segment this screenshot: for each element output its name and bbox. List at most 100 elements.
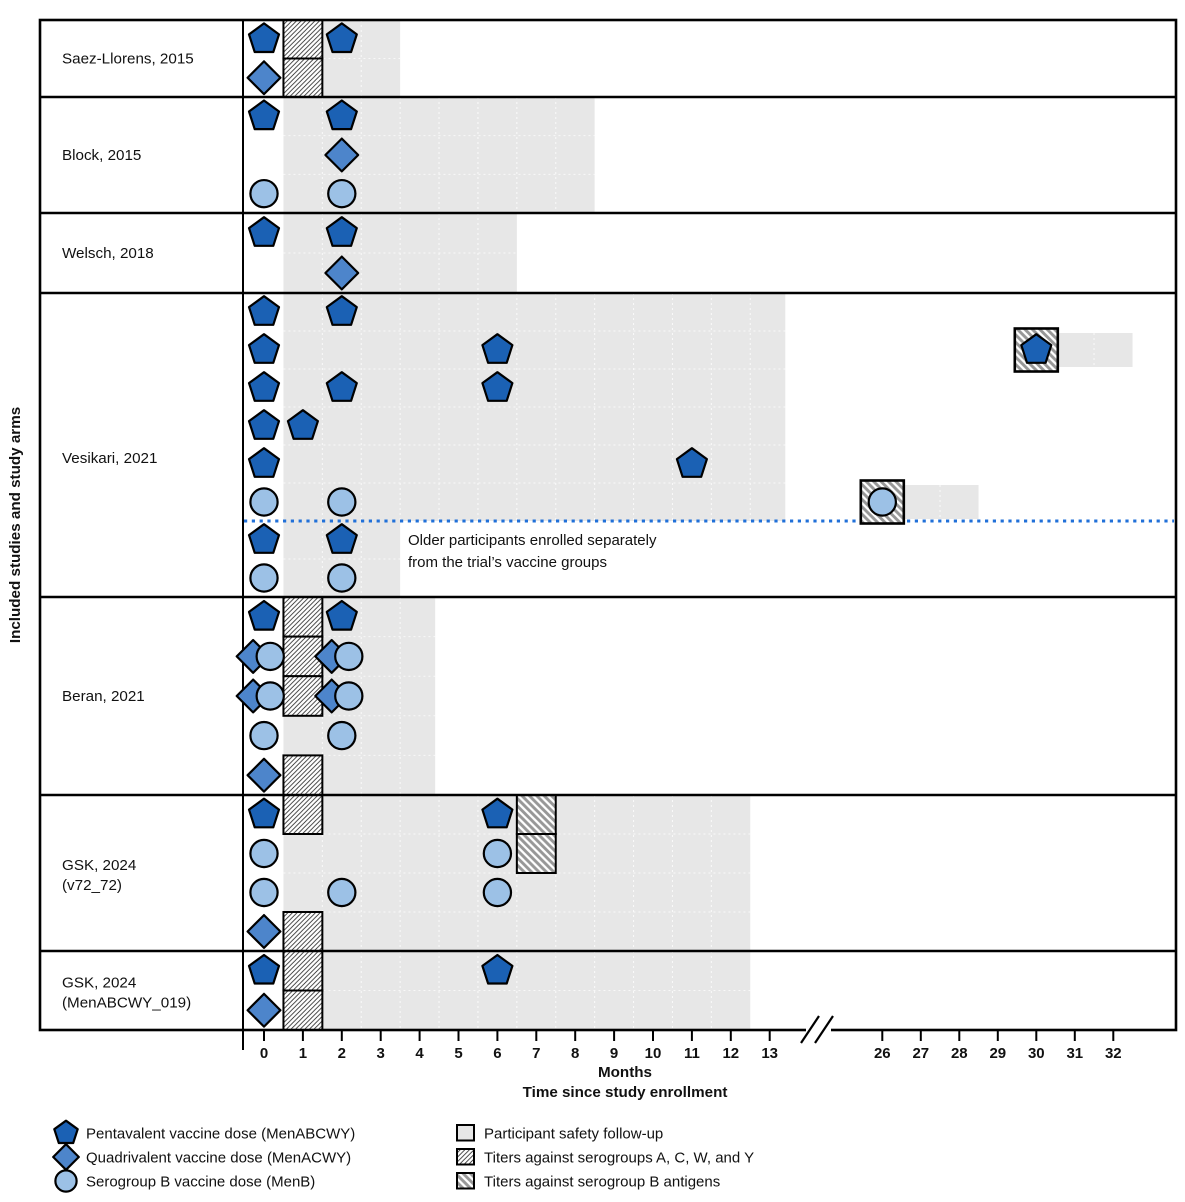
marker-diamond — [324, 255, 360, 291]
marker-circle — [255, 641, 285, 672]
marker-circle — [249, 720, 279, 751]
legend-label-diamond: Quadrivalent vaccine dose (MenACWY) — [86, 1150, 351, 1167]
marker-pentagon — [247, 599, 281, 631]
axis-tick-label: 1 — [299, 1045, 307, 1062]
marker-circle — [54, 1169, 78, 1193]
marker-circle — [249, 877, 279, 908]
titer-acwy-box — [282, 754, 324, 797]
marker-circle — [334, 641, 364, 672]
axis-title-months: Months — [598, 1064, 652, 1081]
marker-pentagon — [325, 22, 358, 54]
axis-tick-label: 28 — [951, 1045, 968, 1062]
marker-pentagon — [247, 523, 281, 554]
titer-acwy-box — [282, 596, 324, 638]
marker-pentagon — [325, 599, 358, 631]
axis-tick-label: 12 — [722, 1045, 739, 1062]
axis-tick-label: 11 — [684, 1045, 700, 1062]
marker-pentagon — [481, 953, 514, 985]
marker-diamond — [246, 60, 282, 96]
legend-label-safety: Participant safety follow-up — [484, 1126, 663, 1143]
marker-circle — [249, 563, 279, 593]
marker-pentagon — [481, 333, 514, 364]
marker-pentagon — [247, 953, 281, 985]
legend-swatch-hatch — [457, 1149, 474, 1165]
titer-acwy-box — [282, 950, 324, 992]
marker-diamond — [324, 137, 360, 173]
axis-tick-label: 5 — [454, 1045, 462, 1062]
panel-label: Saez-Llorens, 2015 — [62, 51, 194, 68]
titer-b-box — [515, 833, 557, 874]
panel-label: GSK, 2024 — [62, 857, 136, 874]
axis-tick-label: 13 — [761, 1045, 778, 1062]
marker-pentagon — [53, 1119, 79, 1145]
marker-pentagon — [325, 216, 358, 247]
panel-label-line2: (v72_72) — [62, 877, 122, 894]
legend-label-circle: Serogroup B vaccine dose (MenB) — [86, 1174, 315, 1191]
marker-pentagon — [675, 447, 709, 478]
marker-circle — [249, 178, 279, 209]
axis-tick-label: 26 — [874, 1045, 891, 1062]
annotation-line-1: Older participants enrolled separately — [408, 532, 657, 549]
legend-label-pentagon: Pentavalent vaccine dose (MenABCWY) — [86, 1126, 355, 1143]
marker-pentagon — [325, 295, 358, 326]
marker-pentagon — [247, 447, 281, 478]
marker-pentagon — [325, 371, 358, 402]
legend-swatch-hatch — [457, 1173, 474, 1189]
titer-b-box — [515, 794, 557, 835]
marker-diamond — [246, 913, 282, 950]
marker-pentagon — [247, 333, 281, 364]
marker-circle — [327, 563, 357, 593]
marker-circle — [327, 178, 357, 209]
marker-pentagon — [1020, 333, 1053, 364]
marker-pentagon — [481, 371, 514, 402]
marker-diamond — [246, 757, 282, 793]
titer-acwy-box — [282, 794, 324, 835]
marker-circle — [482, 877, 513, 908]
marker-circle — [482, 838, 513, 869]
axis-break-icon — [800, 1015, 820, 1044]
titer-acwy-box — [282, 911, 324, 952]
titer-acwy-box — [282, 57, 324, 98]
marker-circle — [327, 720, 357, 751]
axis-tick-label: 8 — [571, 1045, 579, 1062]
axis-subtitle: Time since study enrollment — [523, 1084, 728, 1101]
axis-tick-label: 31 — [1066, 1045, 1083, 1062]
marker-circle — [249, 487, 279, 517]
y-axis-label: Included studies and study arms — [7, 407, 24, 643]
panel-label: GSK, 2024 — [62, 975, 136, 992]
axis-tick-label: 30 — [1028, 1045, 1045, 1062]
titer-acwy-box — [282, 19, 324, 60]
marker-pentagon — [247, 295, 281, 326]
marker-pentagon — [247, 797, 281, 829]
axis-tick-label: 3 — [377, 1045, 385, 1062]
marker-pentagon — [247, 409, 281, 440]
axis-break-icon — [814, 1015, 834, 1044]
panel-label: Beran, 2021 — [62, 688, 145, 705]
axis-tick-label: 7 — [532, 1045, 540, 1062]
legend-swatch-safety — [456, 1124, 475, 1142]
chart-outer-border — [38, 18, 1178, 1032]
marker-pentagon — [247, 216, 281, 247]
axis-tick-label: 6 — [493, 1045, 501, 1062]
marker-circle — [327, 487, 357, 517]
axis-tick-label: 29 — [989, 1045, 1006, 1062]
axis-tick-label: 27 — [912, 1045, 929, 1062]
marker-circle — [327, 877, 357, 908]
marker-pentagon — [247, 99, 281, 131]
panel-label-line2: (MenABCWY_019) — [62, 995, 191, 1012]
marker-diamond — [246, 992, 282, 1028]
legend-swatch-hatch_acwy — [456, 1148, 475, 1166]
legend-swatch-bg — [457, 1125, 474, 1141]
panel-label: Block, 2015 — [62, 147, 141, 164]
marker-pentagon — [247, 22, 281, 54]
marker-circle — [249, 838, 279, 869]
marker-pentagon — [481, 797, 514, 829]
marker-circle — [334, 681, 364, 711]
legend-label-hatch_b: Titers against serogroup B antigens — [484, 1174, 720, 1191]
marker-circle — [255, 681, 285, 711]
axis-tick-label: 2 — [338, 1045, 346, 1062]
panel-label: Welsch, 2018 — [62, 245, 154, 262]
marker-pentagon — [286, 409, 319, 440]
